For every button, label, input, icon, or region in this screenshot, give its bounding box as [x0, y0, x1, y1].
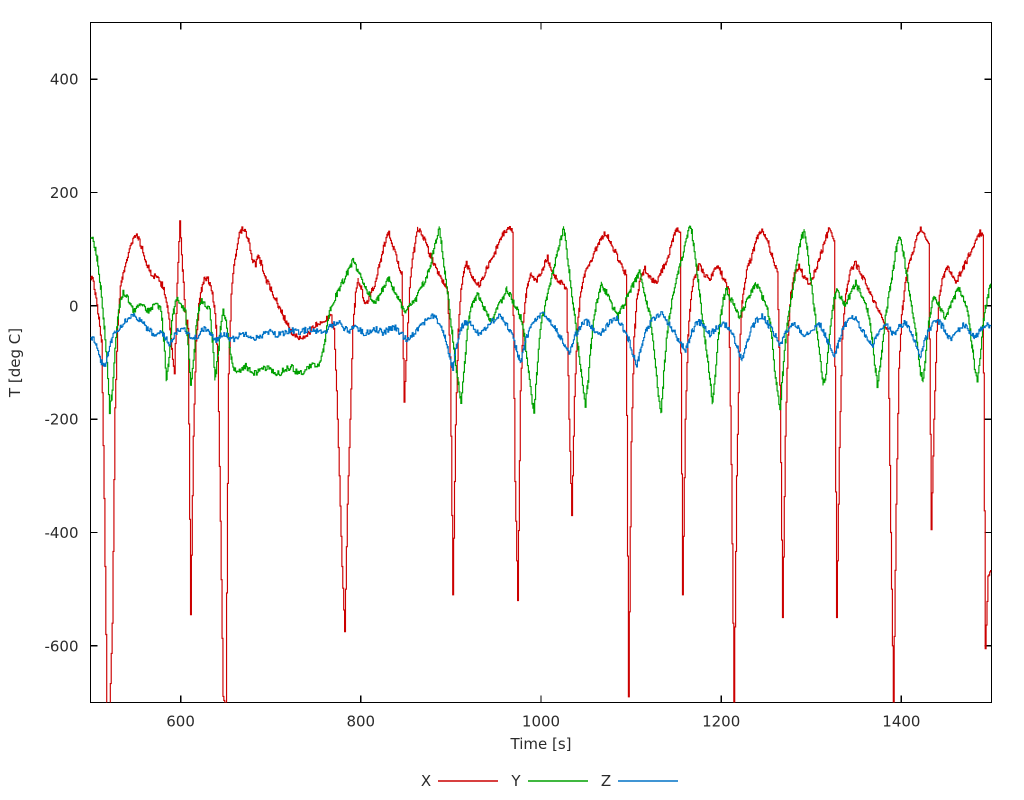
chart-legend: X Y Z [421, 772, 678, 790]
x-tick-label: 1200 [702, 713, 740, 731]
x-axis-title: Time [s] [510, 735, 572, 753]
y-tick-label: 200 [50, 184, 79, 202]
data-series-group [90, 220, 992, 703]
legend-label-z: Z [601, 772, 611, 790]
legend-label-y: Y [510, 772, 521, 790]
x-tick-label: 600 [166, 713, 195, 731]
y-axis-title: T [deg C] [6, 328, 24, 398]
x-tick-labels: 600 800 1000 1200 1400 [166, 713, 920, 731]
y-tick-label: -200 [44, 411, 78, 429]
series-line-x [90, 220, 992, 703]
plot-border [89, 21, 993, 704]
legend-label-x: X [421, 772, 431, 790]
series-line-y [90, 225, 992, 415]
axis-titles: Time [s] T [deg C] [6, 328, 572, 753]
axis-ticks [90, 22, 992, 703]
y-tick-label: 0 [69, 297, 79, 315]
plot-frame [89, 21, 993, 704]
x-tick-label: 800 [346, 713, 375, 731]
y-tick-label: 400 [50, 71, 79, 89]
x-tick-label: 1000 [522, 713, 560, 731]
y-tick-label: -400 [44, 524, 78, 542]
series-line-z [90, 311, 992, 371]
y-tick-label: -600 [44, 637, 78, 655]
x-tick-label: 1400 [882, 713, 920, 731]
y-tick-labels: -600 -400 -200 0 200 400 [44, 71, 78, 656]
